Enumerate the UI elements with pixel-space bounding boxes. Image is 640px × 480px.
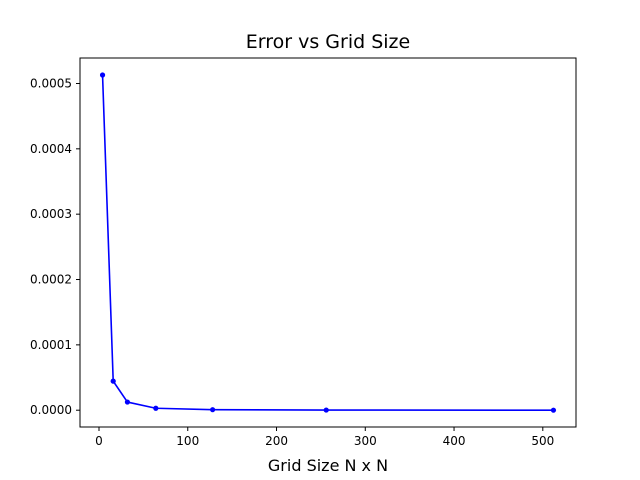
y-tick-label: 0.0004 — [30, 142, 72, 156]
y-tick-label: 0.0003 — [30, 207, 72, 221]
data-point — [153, 405, 159, 411]
series-layer — [99, 72, 557, 413]
data-point — [99, 72, 106, 78]
x-tick-label: 500 — [531, 434, 554, 448]
x-tick-label: 0 — [95, 434, 103, 448]
data-point — [210, 407, 216, 413]
x-axis-label: Grid Size N x N — [268, 456, 388, 475]
y-tick-label: 0.0000 — [30, 403, 72, 417]
x-tick-label: 300 — [354, 434, 377, 448]
data-point — [323, 407, 329, 413]
chart-title: Error vs Grid Size — [246, 31, 410, 53]
y-tick-label: 0.0002 — [30, 273, 72, 287]
data-point — [124, 399, 130, 405]
x-tick-label: 200 — [265, 434, 288, 448]
plot-frame — [79, 57, 577, 428]
y-tick-label: 0.0001 — [30, 338, 72, 352]
x-axis: 0 100 200 300 400 500 — [95, 427, 554, 448]
x-tick-label: 400 — [443, 434, 466, 448]
series-line — [101, 74, 554, 411]
x-tick-label: 100 — [176, 434, 199, 448]
y-axis: 0.0000 0.0001 0.0002 0.0003 0.0004 0.0005 — [30, 76, 80, 417]
data-point — [550, 407, 557, 413]
y-tick-label: 0.0005 — [30, 76, 72, 90]
data-point — [110, 378, 116, 384]
